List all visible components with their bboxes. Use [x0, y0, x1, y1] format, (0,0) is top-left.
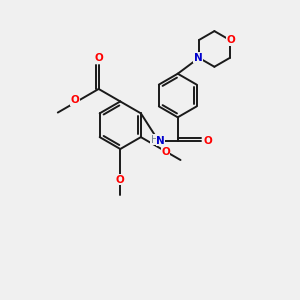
- Text: H: H: [151, 135, 158, 145]
- Text: O: O: [204, 136, 213, 146]
- Text: O: O: [116, 175, 125, 185]
- Text: N: N: [156, 136, 165, 146]
- Text: O: O: [226, 35, 235, 45]
- Text: O: O: [161, 147, 170, 157]
- Text: N: N: [194, 53, 202, 63]
- Text: O: O: [71, 95, 80, 106]
- Text: O: O: [94, 53, 103, 64]
